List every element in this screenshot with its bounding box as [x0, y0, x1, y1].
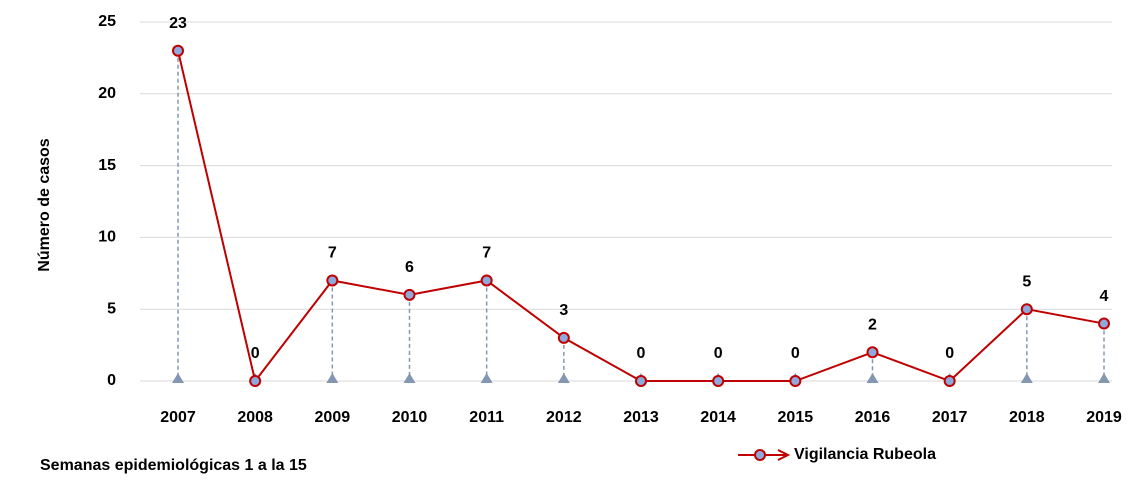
- data-label: 0: [945, 345, 954, 362]
- point: [326, 274, 339, 287]
- series-line: [177, 50, 1105, 384]
- legend-marker: [754, 449, 766, 461]
- data-label: 3: [559, 302, 568, 319]
- axis-marker: [866, 373, 879, 383]
- data-label: 2: [868, 316, 877, 333]
- point: [480, 274, 493, 287]
- point: [635, 375, 647, 387]
- axis-marker: [480, 373, 493, 383]
- point: [1020, 303, 1033, 316]
- data-label: 0: [791, 345, 800, 362]
- x-tick-label: 2015: [778, 409, 814, 426]
- data-label: 7: [328, 245, 337, 262]
- point: [1098, 317, 1110, 330]
- x-tick-label: 2009: [315, 409, 351, 426]
- y-tick-label: 10: [98, 229, 116, 246]
- legend-label: Vigilancia Rubeola: [794, 446, 936, 463]
- data-label: 4: [1100, 288, 1109, 305]
- data-label: 0: [251, 345, 260, 362]
- note: Semanas epidemiológicas 1 a la 15: [40, 457, 307, 474]
- x-tick-label: 2007: [160, 409, 196, 426]
- point: [403, 288, 416, 301]
- point: [943, 375, 956, 387]
- y-tick-label: 25: [98, 13, 116, 30]
- legend-arrow: [777, 449, 791, 461]
- x-tick-label: 2011: [469, 409, 504, 426]
- axis-marker: [172, 373, 184, 383]
- data-label: 23: [169, 15, 187, 32]
- axis-marker: [1098, 373, 1110, 383]
- axis-marker: [1020, 373, 1033, 383]
- point: [789, 375, 802, 387]
- x-tick-label: 2010: [392, 409, 428, 426]
- x-tick-label: 2012: [546, 409, 582, 426]
- axis-marker: [326, 373, 339, 383]
- axis-marker: [557, 373, 570, 383]
- x-tick-label: 2018: [1009, 409, 1045, 426]
- point: [557, 331, 570, 344]
- x-tick-label: 2017: [932, 409, 968, 426]
- x-tick-label: 2014: [700, 409, 736, 426]
- data-label: 6: [405, 259, 414, 276]
- x-tick-label: 2016: [855, 409, 891, 426]
- y-tick-label: 15: [98, 157, 116, 174]
- data-label: 7: [482, 245, 491, 262]
- point: [712, 375, 725, 387]
- x-tick-label: 2013: [623, 409, 659, 426]
- x-tick-label: 2019: [1086, 409, 1122, 426]
- y-tick-label: 5: [107, 300, 116, 317]
- point: [866, 346, 879, 359]
- point: [249, 375, 262, 387]
- point: [172, 44, 184, 57]
- x-tick-label: 2008: [237, 409, 273, 426]
- y-tick-label: 20: [98, 85, 116, 102]
- data-label: 0: [637, 345, 646, 362]
- y-tick-label: 0: [107, 372, 116, 389]
- y-axis-label: Número de casos: [36, 138, 53, 271]
- data-label: 0: [714, 345, 723, 362]
- axis-marker: [403, 373, 416, 383]
- data-label: 5: [1022, 273, 1031, 290]
